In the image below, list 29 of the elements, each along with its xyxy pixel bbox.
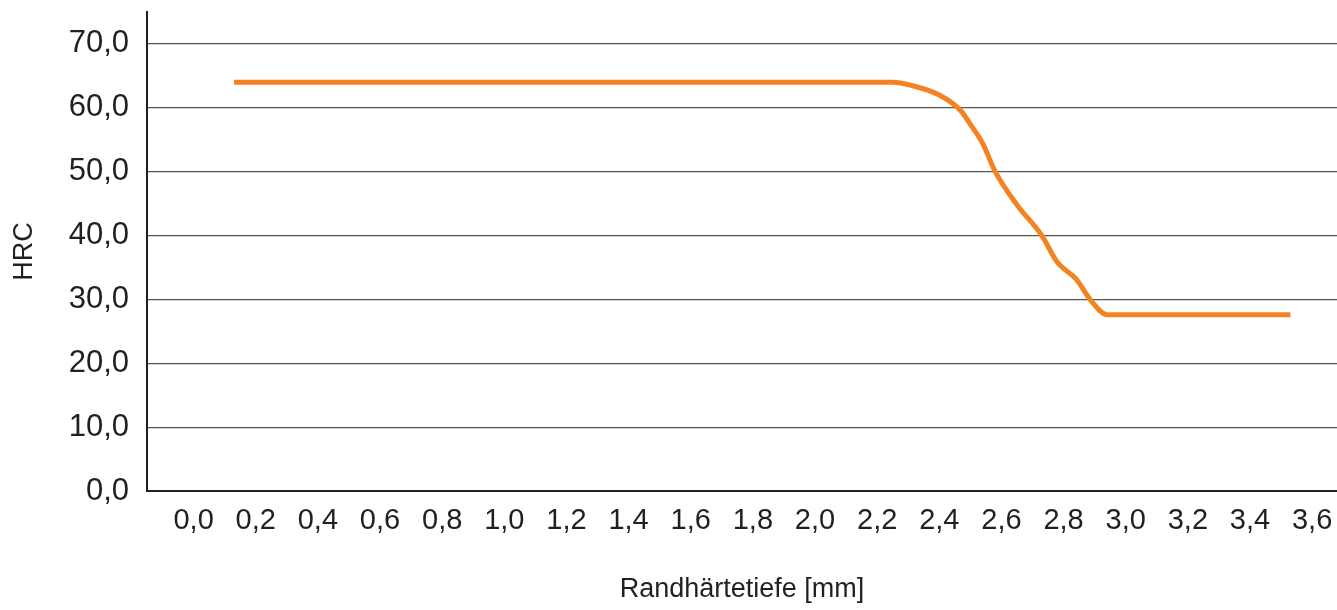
x-tick-label: 2,4 [919, 503, 960, 536]
y-axis-title: HRC [7, 222, 38, 281]
y-tick-label: 10,0 [68, 407, 129, 443]
y-tick-label: 60,0 [68, 88, 129, 124]
x-tick-label: 0,6 [359, 503, 401, 536]
x-tick-label: 1,0 [484, 503, 525, 536]
x-tick-label: 3,2 [1167, 503, 1209, 536]
x-tick-label: 2,0 [794, 503, 836, 536]
x-tick-label: 2,6 [981, 503, 1022, 536]
y-tick-label: 30,0 [68, 279, 129, 315]
x-tick-label: 0,0 [173, 503, 214, 536]
x-tick-label: 0,8 [422, 503, 463, 536]
y-tick-label: 0,0 [85, 471, 129, 507]
x-tick-label: 1,8 [732, 503, 774, 536]
y-tick-label: 50,0 [68, 152, 129, 188]
x-tick-label: 1,2 [546, 503, 587, 536]
x-tick-label: 3,4 [1229, 503, 1271, 536]
x-tick-label: 3,6 [1291, 503, 1333, 536]
x-tick-label: 3,0 [1105, 503, 1146, 536]
x-tick-label: 2,8 [1043, 503, 1084, 536]
x-tick-label: 0,2 [235, 503, 276, 536]
y-tick-label: 20,0 [68, 343, 129, 379]
x-tick-label: 0,4 [297, 503, 339, 536]
x-tick-label: 1,6 [670, 503, 711, 536]
y-tick-label: 40,0 [68, 216, 129, 252]
x-tick-label: 1,4 [608, 503, 649, 536]
y-tick-label: 70,0 [68, 24, 129, 60]
x-axis-title: Randhärtetiefe [mm] [619, 573, 865, 604]
x-tick-label: 2,2 [856, 503, 898, 536]
